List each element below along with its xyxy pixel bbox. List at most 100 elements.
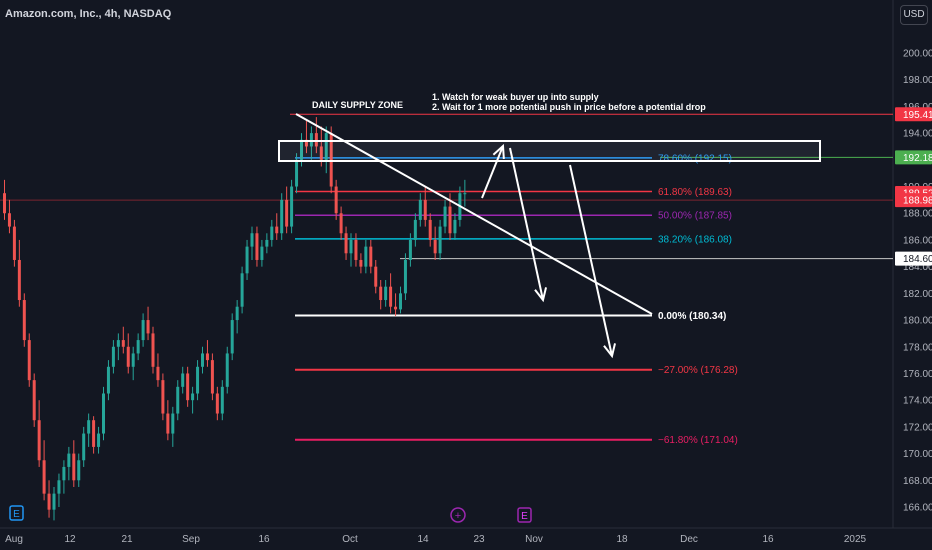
candle-body: [399, 293, 402, 310]
candle-body: [309, 133, 313, 147]
fib-level-label: 0.00% (180.34): [658, 311, 726, 322]
fib-level-label: 38.20% (186.08): [658, 234, 732, 245]
candle-body: [413, 219, 417, 240]
candle-body: [359, 259, 363, 267]
candle-body: [42, 460, 46, 494]
candle-body: [324, 133, 328, 160]
candle-body: [126, 346, 130, 367]
candle-body: [230, 320, 234, 354]
candle-body: [423, 199, 427, 220]
arrow-up: [481, 145, 504, 199]
candle-body: [418, 199, 422, 220]
candle-body: [62, 466, 66, 481]
x-tick-label: 16: [258, 534, 270, 545]
price-tag-label: 192.18: [903, 153, 932, 164]
candle-body: [339, 213, 343, 234]
candle-body: [57, 480, 61, 494]
candle-body: [344, 233, 348, 254]
fib-level-label: −61.80% (171.04): [658, 435, 738, 446]
candle-body: [240, 273, 244, 307]
candle-body: [210, 360, 214, 394]
candle-body: [72, 453, 76, 481]
candle-body: [453, 219, 457, 234]
candle-body: [151, 333, 155, 367]
candle-body: [379, 286, 383, 301]
candle-body: [136, 340, 140, 354]
candle-body: [250, 233, 254, 247]
x-tick-label: Aug: [5, 534, 23, 545]
annotation-note-2: 2. Wait for 1 more potential push in pri…: [432, 102, 706, 112]
candle-body: [7, 213, 11, 227]
candle-body: [106, 366, 110, 394]
candle-body: [364, 246, 368, 267]
arrow-down-1: [509, 147, 544, 301]
candle-body: [463, 193, 467, 195]
y-tick-label: 184.00: [903, 262, 932, 273]
price-tag-label: 188.98: [903, 196, 932, 207]
currency-button[interactable]: USD: [900, 5, 928, 25]
fib-level-label: 78.60% (192.15): [658, 153, 732, 164]
candle-body: [304, 139, 308, 147]
candle-body: [67, 453, 71, 467]
candle-body: [314, 133, 318, 147]
candle-body: [87, 420, 91, 434]
candle-body: [82, 433, 86, 461]
y-tick-label: 194.00: [903, 129, 932, 140]
candle-body: [3, 193, 6, 214]
chart-title: Amazon.com, Inc., 4h, NASDAQ: [5, 8, 172, 20]
x-tick-label: 14: [417, 534, 429, 545]
price-tag-label: 184.60: [903, 254, 932, 265]
candle-body: [27, 340, 31, 381]
candle-body: [22, 300, 26, 341]
candle-body: [171, 413, 175, 434]
event-marker-dividend: [450, 507, 466, 523]
candle-body: [384, 286, 388, 301]
y-tick-label: 200.00: [903, 49, 932, 60]
candle-body: [116, 340, 120, 347]
candle-body: [146, 320, 150, 334]
candle-body: [161, 380, 165, 414]
x-tick-label: 21: [121, 534, 133, 545]
candle-body: [102, 393, 105, 434]
candle-body: [201, 353, 204, 367]
candle-body: [17, 259, 21, 301]
candle-body: [433, 239, 437, 254]
price-tag: [895, 107, 932, 122]
event-marker-earnings: [517, 507, 532, 523]
y-tick-label: 172.00: [903, 422, 932, 433]
y-tick-label: 174.00: [903, 396, 932, 407]
candle-body: [97, 433, 101, 447]
x-tick-label: 18: [616, 534, 628, 545]
candle-body: [443, 206, 447, 227]
y-tick-label: 166.00: [903, 503, 932, 514]
candle-body: [191, 393, 195, 401]
candle-body: [225, 353, 229, 387]
descending-trendline: [295, 113, 653, 315]
supply-zone-box: [278, 140, 821, 162]
arrow-up-head: [492, 143, 505, 160]
fib-level-label: 50.00% (187.85): [658, 211, 732, 222]
candle-body: [32, 380, 36, 421]
annotation-note-1: 1. Watch for weak buyer up into supply: [432, 92, 599, 102]
price-tag: [895, 251, 932, 266]
candle-body: [300, 139, 303, 160]
event-marker-earnings-past: [9, 505, 24, 521]
candle-body: [235, 306, 239, 321]
candle-body: [438, 226, 442, 254]
candle-body: [295, 159, 299, 187]
candle-body: [349, 239, 353, 254]
candle-body: [111, 346, 115, 367]
x-tick-label: Sep: [182, 534, 200, 545]
x-tick-label: 23: [473, 534, 485, 545]
candle-body: [354, 239, 358, 260]
candle-body: [205, 353, 209, 361]
candle-body: [334, 186, 338, 214]
arrow-down-1-head: [534, 287, 548, 303]
x-tick-label: Oct: [342, 534, 358, 545]
y-tick-label: 188.00: [903, 209, 932, 220]
x-tick-label: 16: [762, 534, 774, 545]
candle-body: [394, 306, 398, 310]
candle-body: [403, 259, 407, 294]
fib-level-label: 61.80% (189.63): [658, 187, 732, 198]
